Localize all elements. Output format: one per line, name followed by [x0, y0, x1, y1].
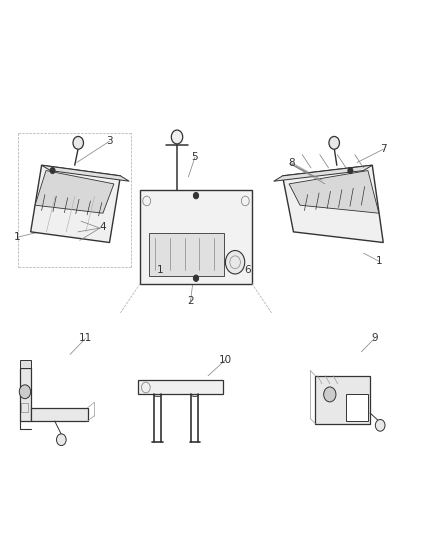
Text: 3: 3: [106, 136, 113, 146]
Polygon shape: [289, 171, 379, 213]
Circle shape: [73, 136, 84, 149]
Polygon shape: [20, 368, 31, 421]
Text: 4: 4: [99, 222, 106, 231]
Circle shape: [329, 136, 339, 149]
Polygon shape: [346, 394, 368, 421]
Polygon shape: [274, 165, 372, 181]
Circle shape: [375, 419, 385, 431]
Polygon shape: [149, 233, 224, 276]
Polygon shape: [140, 190, 252, 284]
Text: 8: 8: [288, 158, 295, 167]
Polygon shape: [31, 165, 120, 243]
Text: 11: 11: [79, 334, 92, 343]
Circle shape: [50, 167, 55, 174]
Text: 7: 7: [380, 144, 387, 154]
Circle shape: [19, 385, 31, 399]
Polygon shape: [42, 165, 129, 181]
Circle shape: [226, 251, 245, 274]
Circle shape: [194, 192, 198, 199]
Text: 1: 1: [14, 232, 21, 242]
Text: 10: 10: [219, 355, 232, 365]
Polygon shape: [138, 380, 223, 394]
Text: 6: 6: [244, 265, 251, 275]
Polygon shape: [283, 165, 383, 243]
Polygon shape: [315, 376, 370, 424]
Polygon shape: [31, 408, 88, 421]
Circle shape: [171, 130, 183, 144]
Text: 2: 2: [187, 296, 194, 306]
Polygon shape: [35, 171, 114, 213]
Circle shape: [57, 434, 66, 446]
Polygon shape: [20, 360, 31, 368]
Ellipse shape: [154, 392, 162, 397]
Text: 9: 9: [371, 334, 378, 343]
Ellipse shape: [191, 392, 199, 397]
Text: 1: 1: [156, 265, 163, 275]
Circle shape: [324, 387, 336, 402]
Text: 1: 1: [375, 256, 382, 266]
Circle shape: [194, 275, 198, 281]
Circle shape: [348, 167, 353, 174]
Text: 5: 5: [191, 152, 198, 162]
